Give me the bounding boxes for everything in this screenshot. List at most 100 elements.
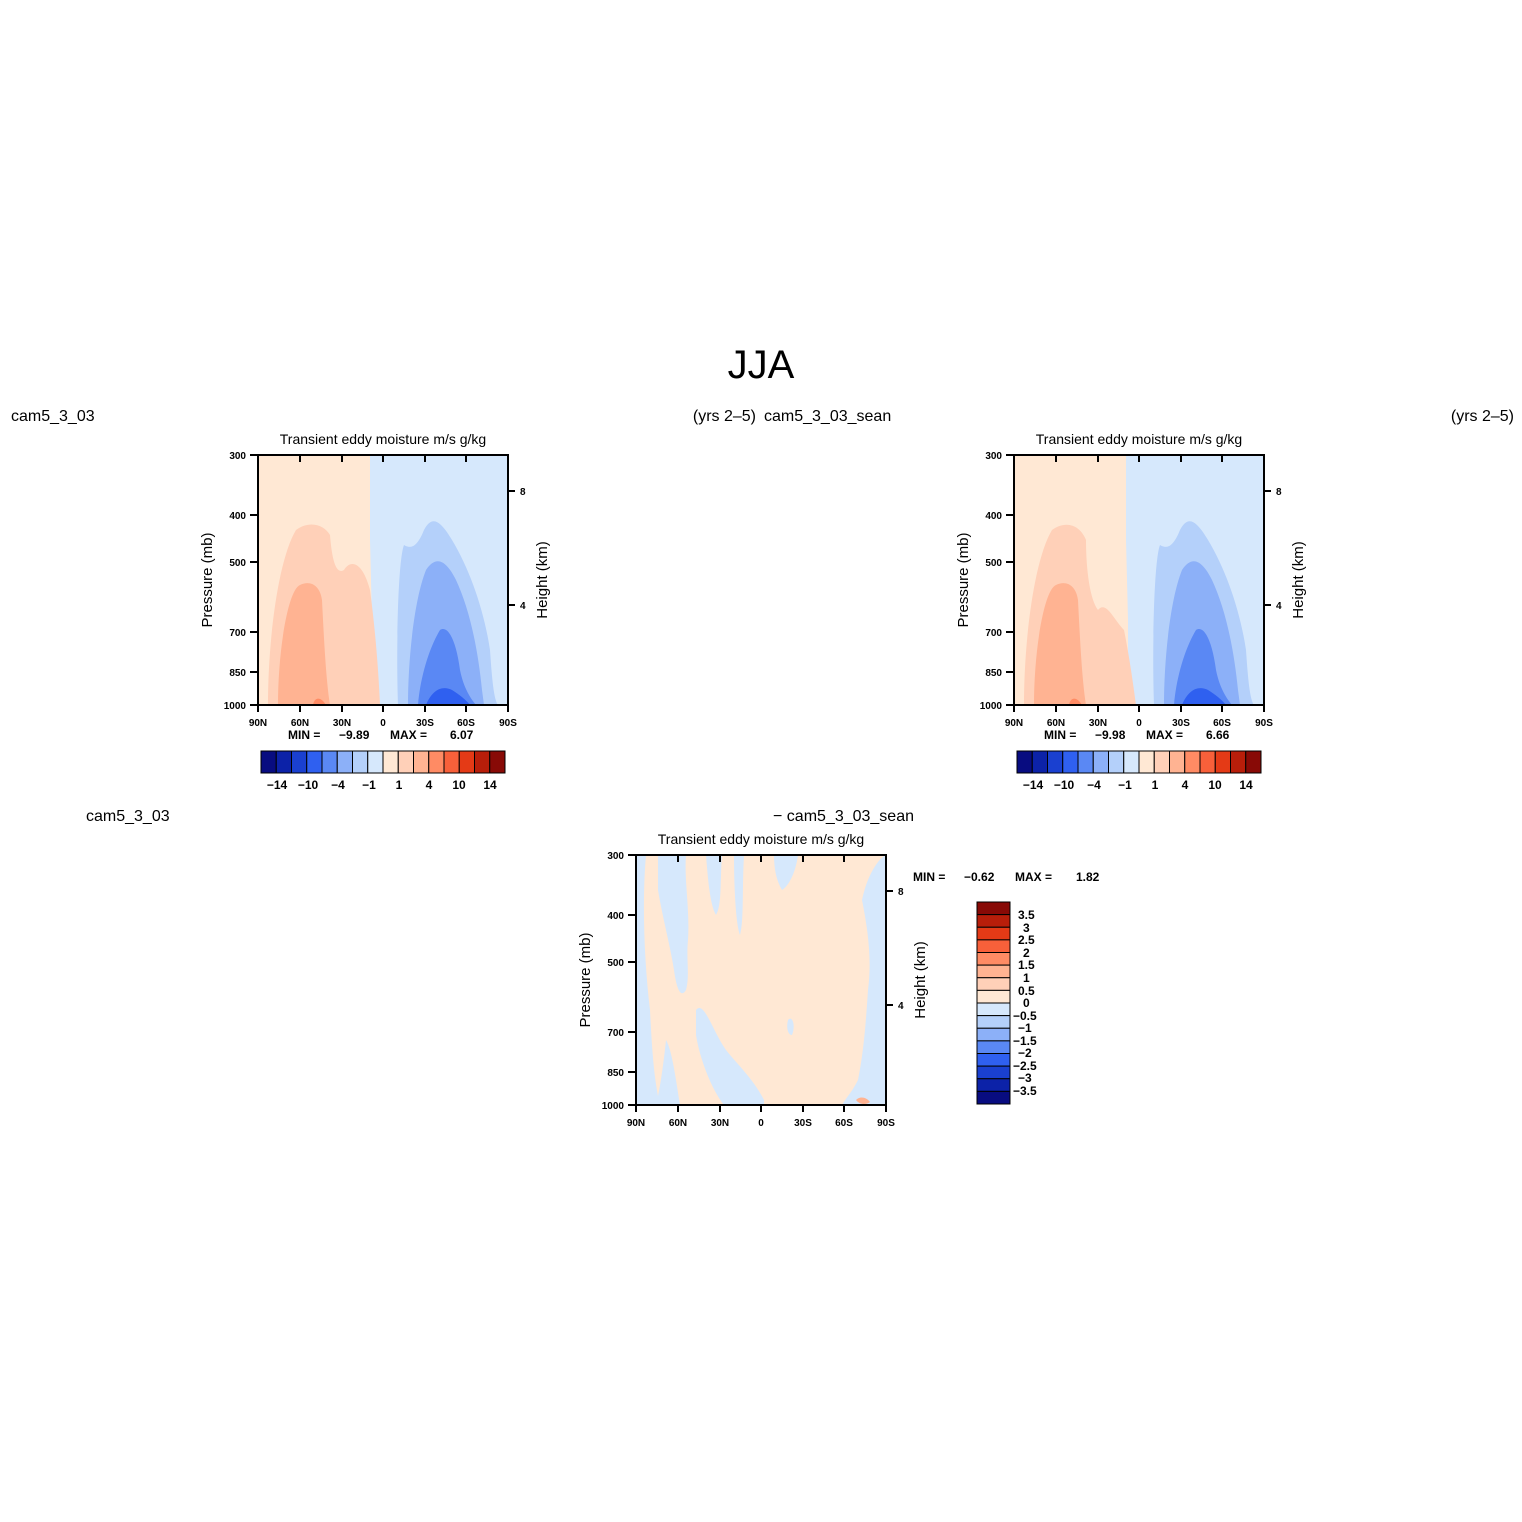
panel-control: cam5_3_03_sean (yrs 2–5) Transient eddy … bbox=[764, 408, 1514, 792]
panel-control-cbar-label: 14 bbox=[1239, 778, 1253, 792]
panel-case-x-ticks: 90N 60N 30N 0 30S 60S 90S bbox=[249, 455, 517, 729]
colorbar-swatch bbox=[976, 952, 1011, 966]
colorbar-swatch bbox=[1184, 750, 1201, 774]
panel-difference-x-ticks: 90N 60N 30N 0 30S 60S 90S bbox=[627, 855, 895, 1129]
panel-case-cbar-label: 4 bbox=[426, 778, 433, 792]
panel-difference-ytick-marks bbox=[628, 854, 636, 1106]
colorbar-swatch bbox=[367, 750, 384, 774]
panel-difference-colorbar-labels: 3.5 3 2.5 2 1.5 1 0.5 0 −0.5 −1 −1.5 −2 … bbox=[1013, 908, 1037, 1098]
colorbar-swatch bbox=[321, 750, 338, 774]
panel-case-ytick-850: 850 bbox=[229, 668, 246, 679]
panel-difference-cbar-label: 1.5 bbox=[1018, 958, 1035, 972]
colorbar-swatch bbox=[976, 901, 1011, 916]
panel-difference-plot-area bbox=[636, 855, 886, 1105]
panel-difference-y-ticks-right: 8 4 bbox=[886, 887, 904, 1012]
panel-case-colorbar-labels: −14 −10 −4 −1 1 4 10 14 bbox=[267, 778, 497, 792]
colorbar-swatch bbox=[1062, 750, 1079, 774]
panel-case-ytick-right-4: 4 bbox=[520, 601, 526, 612]
panel-difference-cbar-label: −2 bbox=[1018, 1046, 1032, 1060]
colorbar-swatch bbox=[336, 750, 353, 774]
panel-control-cbar-label: 10 bbox=[1208, 778, 1222, 792]
panel-case-xtick-30N: 30N bbox=[333, 718, 351, 729]
panel-case-xtick-marks bbox=[257, 455, 509, 712]
panel-difference-cbar-label: −1 bbox=[1018, 1021, 1032, 1035]
panel-control-ytick-500: 500 bbox=[985, 558, 1002, 569]
panel-difference-cbar-label: 3 bbox=[1023, 921, 1030, 935]
panel-difference-cbar-label: 0 bbox=[1023, 996, 1030, 1010]
panel-difference-ytick-1000: 1000 bbox=[602, 1101, 625, 1112]
panel-difference-cbar-label: 2.5 bbox=[1018, 933, 1035, 947]
panel-difference-ylabel-right: Height (km) bbox=[912, 941, 929, 1019]
colorbar-swatch bbox=[976, 1040, 1011, 1054]
panel-case-ytick-700: 700 bbox=[229, 628, 246, 639]
panel-control-y-ticks-right: 8 4 bbox=[1264, 487, 1282, 612]
colorbar-swatch bbox=[976, 1065, 1011, 1080]
colorbar-swatch bbox=[976, 977, 1011, 991]
panel-difference-ytick-right-marks bbox=[886, 890, 893, 1006]
panel-case-plot-area bbox=[258, 455, 508, 705]
colorbar-swatch bbox=[1047, 750, 1064, 774]
panel-control-x-ticks: 90N 60N 30N 0 30S 60S 90S bbox=[1005, 455, 1273, 729]
panel-case-max-value: 6.07 bbox=[450, 728, 474, 742]
panel-control-xtick-60S: 60S bbox=[1213, 718, 1231, 729]
panel-control-ytick-right-4: 4 bbox=[1276, 601, 1282, 612]
colorbar-swatch bbox=[1077, 750, 1094, 774]
panel-control-cbar-label: −1 bbox=[1118, 778, 1132, 792]
panel-case-ytick-500: 500 bbox=[229, 558, 246, 569]
panel-control-cbar-label: 1 bbox=[1152, 778, 1159, 792]
panel-case-xtick-60S: 60S bbox=[457, 718, 475, 729]
panel-case-xtick-90N: 90N bbox=[249, 718, 267, 729]
panel-case-cbar-label: −10 bbox=[298, 778, 319, 792]
colorbar-swatch bbox=[976, 1078, 1011, 1092]
colorbar-swatch bbox=[397, 750, 414, 774]
panel-case-ylabel-right: Height (km) bbox=[534, 541, 551, 619]
colorbar-swatch bbox=[382, 750, 399, 774]
colorbar-swatch bbox=[291, 750, 308, 774]
colorbar-swatch bbox=[413, 750, 430, 774]
panel-case-cbar-label: 10 bbox=[452, 778, 466, 792]
panel-difference-xtick-marks bbox=[635, 855, 887, 1112]
colorbar-swatch bbox=[489, 750, 506, 774]
panel-control-cbar-label: −4 bbox=[1087, 778, 1101, 792]
panel-control-y-ticks: 300 400 500 700 850 1000 bbox=[980, 451, 1014, 712]
colorbar-swatch bbox=[1169, 750, 1186, 774]
panel-case-xtick-0: 0 bbox=[380, 718, 386, 729]
panel-control-ytick-1000: 1000 bbox=[980, 701, 1003, 712]
panel-control-cbar-label: −14 bbox=[1023, 778, 1044, 792]
colorbar-swatch bbox=[976, 1015, 1011, 1029]
colorbar-swatch bbox=[976, 1027, 1011, 1042]
panel-difference-xtick-60S: 60S bbox=[835, 1118, 853, 1129]
panel-difference-xtick-30S: 30S bbox=[794, 1118, 812, 1129]
panel-difference-contour-neg-8 bbox=[842, 855, 886, 1105]
panel-case-title: Transient eddy moisture m/s g/kg bbox=[280, 431, 486, 447]
colorbar-swatch bbox=[260, 750, 277, 774]
panel-difference-ytick-500: 500 bbox=[607, 958, 624, 969]
panel-case-ytick-400: 400 bbox=[229, 511, 246, 522]
panel-difference-ylabel: Pressure (mb) bbox=[577, 932, 594, 1027]
panel-control-ylabel: Pressure (mb) bbox=[955, 532, 972, 627]
panel-difference-cbar-label: −0.5 bbox=[1013, 1009, 1037, 1023]
panel-difference-ytick-300: 300 bbox=[607, 851, 624, 862]
panel-difference-ytick-700: 700 bbox=[607, 1028, 624, 1039]
panel-control-right-label: (yrs 2–5) bbox=[1451, 408, 1514, 425]
panel-case-ytick-marks bbox=[250, 454, 258, 706]
colorbar-swatch bbox=[1214, 750, 1231, 774]
panel-difference-ytick-right-8: 8 bbox=[898, 887, 904, 898]
colorbar-swatch bbox=[474, 750, 491, 774]
colorbar-swatch bbox=[1016, 750, 1033, 774]
colorbar-swatch bbox=[976, 1090, 1011, 1105]
page-title: JJA bbox=[728, 343, 795, 387]
panel-difference-title: Transient eddy moisture m/s g/kg bbox=[658, 831, 864, 847]
panel-control-contour-pos-2 bbox=[1034, 583, 1086, 705]
panel-difference-cbar-label: −3.5 bbox=[1013, 1084, 1037, 1098]
panel-case-contour-pos-2 bbox=[278, 583, 330, 705]
panel-case-ytick-300: 300 bbox=[229, 451, 246, 462]
panel-control-xtick-30N: 30N bbox=[1089, 718, 1107, 729]
panel-control-cbar-label: −10 bbox=[1054, 778, 1075, 792]
panel-case-contour-neg-3 bbox=[418, 629, 476, 705]
panel-case-contour-pos-3 bbox=[313, 698, 326, 705]
panel-control-min-value: −9.98 bbox=[1095, 728, 1126, 742]
panel-control-contour-neg-4 bbox=[1182, 688, 1226, 705]
panel-control-title: Transient eddy moisture m/s g/kg bbox=[1036, 431, 1242, 447]
